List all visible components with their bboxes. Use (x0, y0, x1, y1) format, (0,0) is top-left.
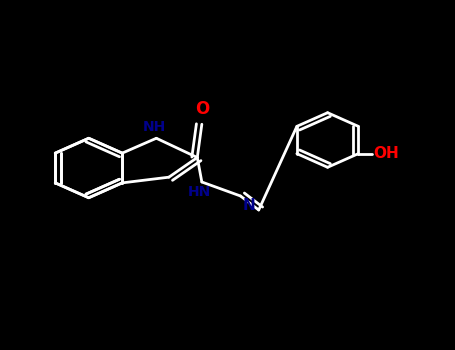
Text: NH: NH (142, 120, 166, 134)
Text: HN: HN (188, 185, 211, 199)
Text: OH: OH (374, 146, 399, 161)
Text: N: N (243, 198, 256, 213)
Text: O: O (195, 100, 209, 118)
